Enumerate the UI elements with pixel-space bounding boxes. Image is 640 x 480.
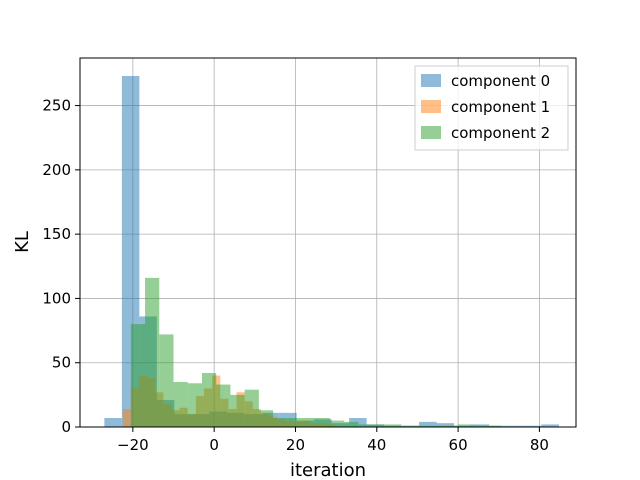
y-tick-label: 250 [42, 97, 71, 115]
x-tick-label: 40 [367, 436, 386, 454]
series-2-bars [130, 277, 501, 427]
histogram-bar [145, 277, 160, 427]
y-tick-label: 0 [61, 418, 71, 436]
histogram-bar [486, 425, 501, 427]
histogram-bar [415, 425, 430, 427]
y-tick-label: 100 [42, 289, 71, 307]
y-tick-label: 50 [52, 354, 71, 372]
histogram-bar [273, 418, 288, 427]
histogram-bar [458, 424, 473, 427]
histogram-bar [258, 410, 274, 427]
histogram-bar [173, 382, 188, 427]
histogram-bar [104, 418, 122, 427]
legend-swatch [421, 100, 441, 113]
histogram-bar [315, 418, 331, 427]
histogram-bar [523, 425, 542, 427]
histogram-bar [358, 424, 373, 427]
histogram-bar [472, 425, 487, 427]
histogram-bar [386, 424, 402, 427]
histogram-bar [330, 420, 345, 427]
histogram-bar [344, 421, 359, 427]
histogram-bar [287, 418, 302, 427]
histogram-bar [216, 384, 231, 427]
histogram-bar [436, 423, 455, 427]
histogram-bar [187, 383, 202, 427]
y-axis-ticks: 0 50 100 150 200 250 [42, 97, 80, 436]
x-tick-label: 80 [530, 436, 549, 454]
histogram-bar [429, 425, 444, 427]
y-tick-label: 150 [42, 225, 71, 243]
histogram-bar [401, 425, 416, 427]
histogram-bar [372, 424, 387, 427]
histogram-bar [244, 389, 259, 427]
x-tick-label: 60 [449, 436, 468, 454]
x-tick-label: 0 [209, 436, 219, 454]
histogram-bar [443, 425, 459, 427]
histogram-bar [506, 425, 524, 427]
y-axis-label: KL [12, 231, 33, 253]
y-tick-label: 200 [42, 161, 71, 179]
histogram-bar [541, 424, 559, 427]
legend-label: component 1 [451, 98, 550, 116]
x-axis-label: iteration [290, 460, 366, 480]
histogram-bar [130, 324, 146, 427]
x-tick-label: −20 [117, 436, 149, 454]
x-axis-ticks: −20 0 20 40 60 80 [117, 427, 549, 454]
histogram-bar [230, 394, 245, 427]
legend-swatch [421, 74, 441, 87]
histogram-bar [419, 421, 437, 427]
histogram-bars [104, 76, 559, 427]
histogram-bar [159, 334, 174, 427]
legend-swatch [421, 126, 441, 139]
histogram-bar [122, 409, 131, 427]
legend-label: component 2 [451, 124, 550, 142]
x-tick-label: 20 [286, 436, 305, 454]
legend-label: component 0 [451, 72, 550, 90]
plot-frame [79, 57, 577, 428]
legend: component 0 component 1 component 2 [414, 65, 569, 151]
histogram-bar [201, 373, 217, 427]
histogram-bar [301, 418, 316, 427]
